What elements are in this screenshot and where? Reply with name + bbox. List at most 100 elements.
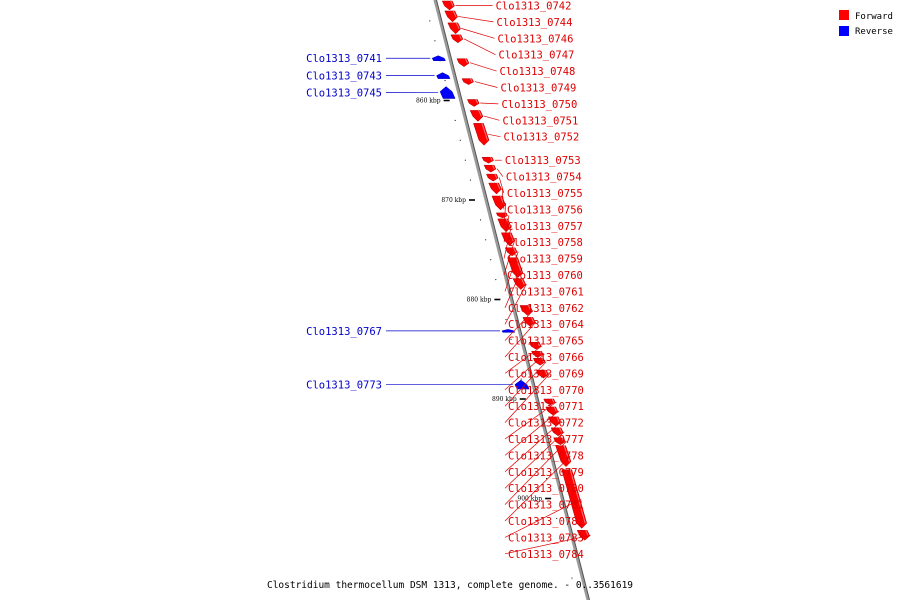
forward-leader-line xyxy=(503,215,510,243)
forward-gene-label[interactable]: Clo1313_0766 xyxy=(508,352,584,364)
reverse-gene-label[interactable]: Clo1313_0773 xyxy=(306,380,382,392)
forward-leader-line xyxy=(504,283,527,325)
forward-gene-label[interactable]: Clo1313_0747 xyxy=(499,50,575,62)
forward-gene-label[interactable]: Clo1313_0759 xyxy=(507,254,583,266)
forward-gene-shade xyxy=(470,78,473,83)
forward-gene-label[interactable]: Clo1313_0758 xyxy=(507,237,583,249)
forward-gene-label[interactable]: Clo1313_0769 xyxy=(508,368,584,380)
forward-gene-label[interactable]: Clo1313_0777 xyxy=(508,434,584,446)
forward-gene-label[interactable]: Clo1313_0752 xyxy=(503,132,579,144)
forward-leader-line xyxy=(496,168,504,177)
forward-leader-line xyxy=(504,455,571,522)
forward-gene-label[interactable]: Clo1313_0780 xyxy=(508,483,584,495)
forward-leader-line xyxy=(503,202,507,226)
forward-gene-shade xyxy=(455,22,460,30)
forward-leader-line xyxy=(461,28,495,39)
gene-labels: Clo1313_0742 Clo1313_0744 Clo1313_0746 Clo1… xyxy=(306,0,591,561)
forward-gene-arrow[interactable] xyxy=(555,445,572,468)
forward-gene-shade xyxy=(569,469,586,524)
tick-label: 890 kbp xyxy=(492,396,517,403)
reverse-gene-label[interactable]: Clo1313_0767 xyxy=(306,326,382,338)
reverse-gene-arrow[interactable] xyxy=(439,86,456,99)
forward-gene-label[interactable]: Clo1313_0762 xyxy=(508,303,584,315)
forward-leader-line xyxy=(504,401,557,440)
forward-leader-line xyxy=(504,373,550,423)
legend-forward-label: Forward xyxy=(855,12,893,22)
forward-gene-label[interactable]: Clo1313_0753 xyxy=(505,155,581,167)
forward-gene-label[interactable]: Clo1313_0772 xyxy=(508,418,584,430)
forward-gene-label[interactable]: Clo1313_0765 xyxy=(508,336,584,348)
forward-gene-shade xyxy=(492,164,495,170)
forward-gene-label[interactable]: Clo1313_0751 xyxy=(502,115,578,127)
forward-leader-line xyxy=(501,188,505,210)
genome-axis xyxy=(433,0,591,600)
forward-gene-label[interactable]: Clo1313_0781 xyxy=(508,500,584,512)
forward-gene-label[interactable]: Clo1313_0779 xyxy=(508,467,584,479)
forward-gene-shade xyxy=(496,182,501,190)
forward-leader-line xyxy=(504,353,545,391)
forward-gene-label[interactable]: Clo1313_0750 xyxy=(501,99,577,111)
forward-gene-label[interactable]: Clo1313_0761 xyxy=(508,286,584,298)
forward-gene-label[interactable]: Clo1313_0770 xyxy=(508,385,584,397)
legend-forward-swatch xyxy=(839,10,849,20)
forward-gene-arrow[interactable] xyxy=(473,123,490,146)
forward-leader-line xyxy=(504,421,562,473)
tick-label: 880 kbp xyxy=(467,297,492,304)
forward-gene-shade xyxy=(585,530,589,537)
forward-leader-line xyxy=(504,534,591,555)
forward-gene-label[interactable]: Clo1313_0757 xyxy=(507,221,583,233)
reverse-gene-label[interactable]: Clo1313_0741 xyxy=(306,53,382,65)
reverse-gene-label[interactable]: Clo1313_0743 xyxy=(306,71,382,83)
reverse-gene-arrow[interactable] xyxy=(431,55,446,61)
tick-label: 860 kbp xyxy=(416,98,441,105)
forward-leader-line xyxy=(504,441,567,505)
forward-gene-shade xyxy=(450,0,454,7)
forward-gene-shade xyxy=(490,157,493,161)
forward-gene-label[interactable]: Clo1313_0742 xyxy=(496,0,572,12)
forward-gene-shade xyxy=(561,437,565,442)
forward-leader-line xyxy=(504,267,523,308)
forward-gene-shade xyxy=(494,173,498,179)
forward-gene-shade xyxy=(515,257,522,273)
forward-gene-shade xyxy=(481,123,489,141)
forward-gene-arrow[interactable] xyxy=(561,469,588,529)
forward-leader-line xyxy=(483,115,500,121)
forward-gene-label[interactable]: Clo1313_0782 xyxy=(508,516,584,528)
forward-gene-shade xyxy=(539,351,543,355)
forward-gene-shade xyxy=(475,99,479,104)
forward-gene-shade xyxy=(513,247,517,253)
forward-leader-line xyxy=(504,410,560,456)
forward-leader-line xyxy=(498,177,505,194)
forward-gene-label[interactable]: Clo1313_0764 xyxy=(508,319,584,331)
forward-gene-shade xyxy=(509,232,514,241)
forward-leader-line xyxy=(474,81,498,88)
forward-gene-label[interactable]: Clo1313_0784 xyxy=(508,549,584,561)
reverse-gene-label[interactable]: Clo1313_0745 xyxy=(306,88,382,100)
forward-gene-label[interactable]: Clo1313_0771 xyxy=(508,401,584,413)
forward-gene-label[interactable]: Clo1313_0755 xyxy=(507,188,583,200)
forward-gene-label[interactable]: Clo1313_0760 xyxy=(507,270,583,282)
forward-leader-line xyxy=(504,251,519,292)
forward-gene-label[interactable]: Clo1313_0746 xyxy=(498,33,574,45)
tick-label: 900 kbp xyxy=(517,496,542,503)
forward-gene-shade xyxy=(553,406,557,412)
forward-gene-label[interactable]: Clo1313_0749 xyxy=(500,82,576,94)
forward-leader-line xyxy=(503,239,516,276)
reverse-gene-arrow[interactable] xyxy=(501,329,516,333)
forward-gene-label[interactable]: Clo1313_0783 xyxy=(508,532,584,544)
forward-leader-line xyxy=(469,62,497,72)
reverse-gene-arrow[interactable] xyxy=(436,72,451,79)
legend-reverse-label: Reverse xyxy=(855,27,893,37)
forward-gene-label[interactable]: Clo1313_0744 xyxy=(497,17,573,29)
forward-gene-label[interactable]: Clo1313_0756 xyxy=(507,204,583,216)
forward-leader-line xyxy=(504,345,543,374)
genome-title: Clostridium thermocellum DSM 1313, compl… xyxy=(267,580,633,591)
forward-gene-label[interactable]: Clo1313_0778 xyxy=(508,450,584,462)
axis-line xyxy=(433,0,590,600)
forward-gene-label[interactable]: Clo1313_0748 xyxy=(500,66,576,78)
forward-gene-shade xyxy=(541,357,545,363)
legend: Forward Reverse xyxy=(839,10,893,37)
forward-gene-label[interactable]: Clo1313_0754 xyxy=(506,172,582,184)
